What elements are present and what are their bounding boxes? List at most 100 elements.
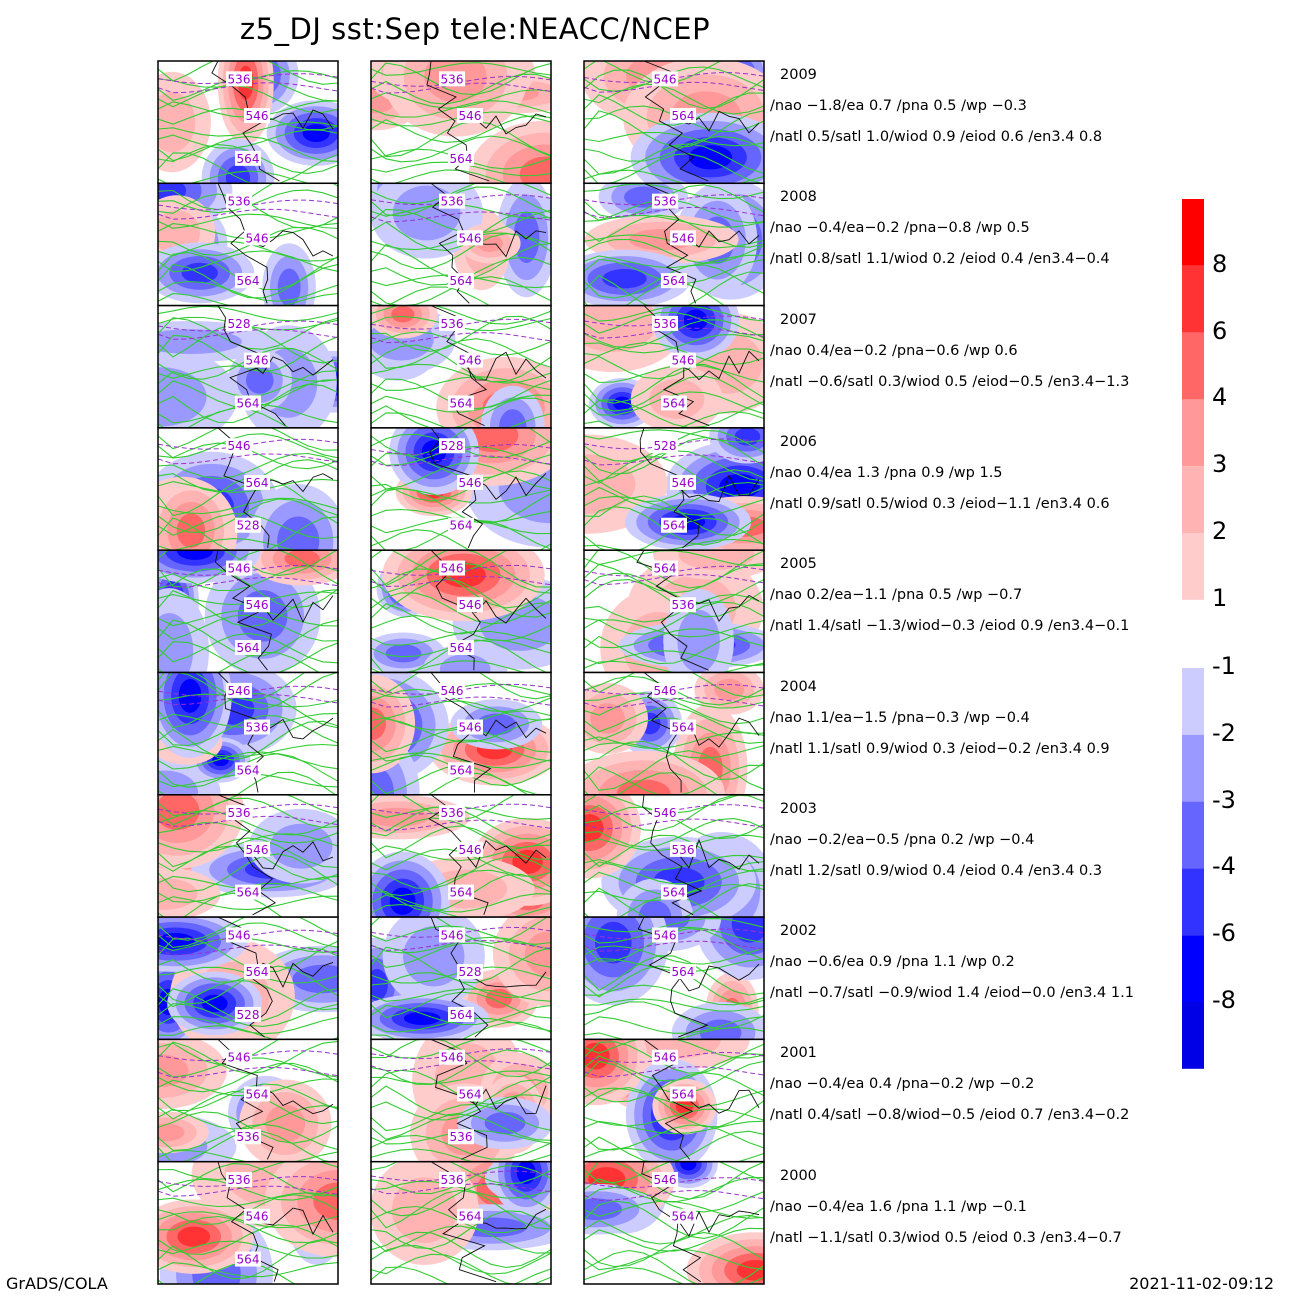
- negative-anomaly: [688, 145, 733, 170]
- row-index-line1: /nao −1.8/ea 0.7 /pna 0.5 /wp −0.3: [770, 98, 1027, 114]
- contour-label: 546: [441, 928, 464, 942]
- row-index-line1: /nao 0.2/ea−1.1 /pna 0.5 /wp −0.7: [770, 587, 1023, 604]
- map-panel: 536 546 564: [158, 794, 338, 918]
- height-contour: [584, 601, 764, 635]
- height-contour: [158, 853, 338, 893]
- contour-label: 546: [654, 72, 677, 86]
- positive-anomaly: [158, 91, 196, 153]
- contour-label: 564: [672, 721, 695, 735]
- height-contour: [371, 363, 551, 384]
- row-index-line1: /nao −0.4/ea 1.6 /pna 1.1 /wp −0.1: [770, 1198, 1027, 1215]
- height-contour: [584, 1108, 764, 1127]
- contour-label: 564: [246, 476, 269, 490]
- height-contour: [371, 394, 551, 413]
- contour-label-bg: [448, 884, 474, 900]
- height-contour: [158, 771, 337, 795]
- contour-label: 546: [654, 684, 677, 698]
- height-contour: [158, 743, 338, 758]
- height-contour: [371, 752, 551, 769]
- map-panel: 536 546 564: [371, 61, 551, 184]
- height-contour: [158, 478, 338, 493]
- height-contour: [371, 1070, 551, 1085]
- height-contour: [584, 593, 764, 623]
- contour-label-bg: [661, 395, 687, 411]
- contour-label-bg: [439, 193, 465, 209]
- contour-label-bg: [670, 1086, 696, 1102]
- height-contour: [158, 753, 338, 788]
- height-contour: [584, 143, 764, 175]
- colorbar-label: -8: [1212, 986, 1236, 1014]
- row-year: 2007: [780, 311, 817, 328]
- height-contour: [158, 129, 338, 149]
- height-contour: [371, 856, 551, 890]
- height-contour: [158, 1178, 338, 1201]
- row-index-line1: /nao 0.4/ea−0.2 /pna−0.6 /wp 0.6: [770, 342, 1018, 359]
- contour-label: 528: [441, 439, 464, 453]
- climatology-contour: [158, 1066, 338, 1078]
- contour-label: 564: [237, 641, 260, 655]
- height-contour: [584, 1026, 764, 1040]
- positive-anomaly: [391, 306, 415, 323]
- height-contour: [371, 62, 551, 96]
- height-contour: [371, 1210, 551, 1250]
- contour-label-bg: [244, 108, 270, 124]
- height-contour: [584, 955, 764, 996]
- positive-anomaly: [584, 305, 658, 352]
- contour-label: 536: [246, 721, 269, 735]
- height-contour: [158, 498, 338, 534]
- contour-label-bg: [448, 762, 474, 778]
- height-contour: [158, 1192, 338, 1208]
- negative-anomaly: [476, 713, 516, 736]
- contour-label-bg: [661, 273, 687, 289]
- coastline: [465, 351, 547, 381]
- map-panel: 546 528 564: [371, 917, 551, 1040]
- contour-label: 564: [450, 641, 473, 655]
- map-panel: 546 564: [584, 917, 764, 1040]
- footer-timestamp: 2021-11-02-09:12: [1129, 1274, 1274, 1293]
- climatology-contour: [371, 455, 551, 467]
- contour-label: 564: [450, 763, 473, 777]
- contour-label-bg: [652, 315, 678, 331]
- height-contour: [584, 1041, 764, 1074]
- height-contour: [584, 1200, 764, 1239]
- colorbar-segment: [1182, 1002, 1204, 1069]
- contour-label: 546: [459, 109, 482, 123]
- row-year: 2004: [780, 678, 817, 695]
- height-contour: [584, 399, 764, 428]
- positive-anomaly: [714, 678, 745, 701]
- contour-label: 536: [672, 843, 695, 857]
- climatology-contour: [371, 819, 551, 831]
- height-contour: [371, 1103, 551, 1132]
- contour-label: 564: [654, 562, 677, 576]
- height-contour: [371, 183, 551, 205]
- height-contour: [158, 619, 338, 657]
- coastline: [678, 838, 760, 870]
- height-contour: [584, 506, 764, 546]
- colorbar-segment: [1182, 399, 1204, 467]
- negative-anomaly: [602, 269, 647, 289]
- height-contour: [158, 614, 338, 642]
- positive-anomaly: [584, 814, 604, 842]
- map-panel: 546 546 564: [158, 550, 338, 673]
- height-contour: [371, 73, 551, 105]
- coastline: [252, 841, 334, 870]
- panel-frame: [157, 1160, 339, 1285]
- contour-label-bg: [652, 805, 678, 821]
- map-panel: 536 546 564: [584, 183, 764, 306]
- contour-label-bg: [226, 927, 252, 943]
- contour-label: 546: [654, 1173, 677, 1187]
- height-contour: [371, 942, 551, 968]
- contour-label-bg: [670, 108, 696, 124]
- climatology-contour: [158, 208, 338, 220]
- row-year: 2001: [780, 1045, 817, 1062]
- height-contour: [371, 338, 551, 369]
- negative-anomaly: [158, 770, 199, 795]
- height-contour: [584, 742, 764, 759]
- row-index-line2: /natl 0.8/satl 1.1/wiod 0.2 /eiod 0.4 /e…: [770, 251, 1110, 268]
- contour-label-bg: [439, 927, 465, 943]
- contour-label: 536: [441, 317, 464, 331]
- contour-label-bg: [439, 682, 465, 698]
- height-contour: [371, 1183, 551, 1217]
- height-contour: [584, 469, 764, 503]
- positive-anomaly: [158, 1123, 185, 1142]
